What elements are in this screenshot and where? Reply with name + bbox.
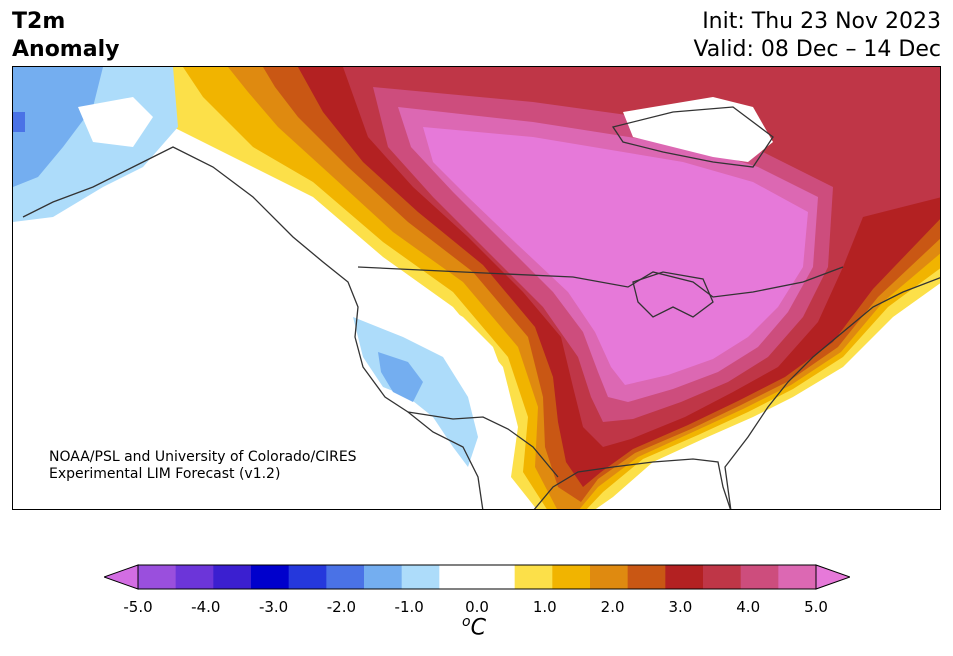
colorbar-cell: [288, 565, 327, 589]
colorbar-tick-label: 3.0: [668, 598, 693, 616]
quantity-label: Anomaly: [12, 37, 120, 62]
colorbar-cell: [477, 565, 516, 589]
map-title: T2m Anomaly: [12, 8, 119, 64]
colorbar-tick-label: -2.0: [326, 598, 357, 616]
colorbar-cell: [364, 565, 403, 589]
valid-date-label: Valid: 08 Dec – 14 Dec: [693, 37, 941, 62]
colorbar-max-arrow: [815, 564, 850, 590]
colorbar-cell: [514, 565, 553, 589]
colorbar-cell: [401, 565, 440, 589]
credit-text: NOAA/PSL and University of Colorado/CIRE…: [49, 449, 357, 483]
colorbar-tick-label: 5.0: [804, 598, 828, 616]
anomaly-shading: [13, 67, 940, 509]
init-date-label: Init: Thu 23 Nov 2023: [702, 9, 941, 34]
colorbar-tick-label: -3.0: [258, 598, 289, 616]
cool-west-blue: [378, 352, 423, 402]
cool-alaska-center-white: [78, 97, 153, 147]
cool-alaska-blue: [13, 67, 103, 187]
credit-line-1: NOAA/PSL and University of Colorado/CIRE…: [49, 449, 357, 465]
colorbar-tick-label: -4.0: [191, 598, 221, 616]
colorbar-cell: [326, 565, 365, 589]
variable-label: T2m: [12, 9, 66, 34]
colorbar-tick-label: 0.0: [465, 598, 489, 616]
west-coastline: [22, 146, 484, 509]
colorbar-cell: [552, 565, 591, 589]
colorbar-cell: [439, 565, 478, 589]
colorbar-outline: [137, 564, 817, 590]
units-superscript: o: [462, 614, 471, 630]
cool-alaska-midblue: [13, 112, 25, 132]
anomaly-map: [12, 66, 941, 510]
colorbar-cell: [138, 565, 177, 589]
colorbar-cell: [778, 565, 817, 589]
us-mexico-border: [407, 411, 559, 478]
colorbar-cell: [213, 565, 252, 589]
colorbar-cell: [665, 565, 704, 589]
great-lakes: [632, 271, 714, 318]
map-boundaries: [22, 106, 940, 509]
units-base: C: [470, 615, 486, 641]
colorbar-cell: [703, 565, 742, 589]
credit-line-2: Experimental LIM Forecast (v1.2): [49, 466, 281, 482]
us-canada-border: [357, 266, 844, 298]
colorbar: [104, 564, 850, 590]
colorbar-tick-label: 2.0: [600, 598, 625, 616]
colorbar-tick-label: -5.0: [123, 598, 153, 616]
colorbar-tick-label: 4.0: [736, 598, 761, 616]
units-label: oC: [462, 614, 486, 640]
band-pink: [423, 127, 808, 385]
colorbar-min-arrow: [104, 564, 139, 590]
neutral-canada-bay: [623, 97, 773, 162]
colorbar-cell: [251, 565, 290, 589]
colorbar-cell: [590, 565, 629, 589]
gulf-coastline: [533, 458, 732, 509]
forecast-dates: Init: Thu 23 Nov 2023 Valid: 08 Dec – 14…: [693, 8, 941, 64]
colorbar-cells: [104, 564, 850, 590]
colorbar-tick-label: -1.0: [394, 598, 424, 616]
colorbar-cell: [627, 565, 666, 589]
colorbar-cell: [740, 565, 779, 589]
colorbar-tick-label: 1.0: [532, 598, 557, 616]
anomaly-map-canvas: [13, 67, 940, 509]
east-coastline: [724, 277, 940, 509]
colorbar-cell: [175, 565, 214, 589]
hudson-bay-shore: [611, 106, 774, 168]
